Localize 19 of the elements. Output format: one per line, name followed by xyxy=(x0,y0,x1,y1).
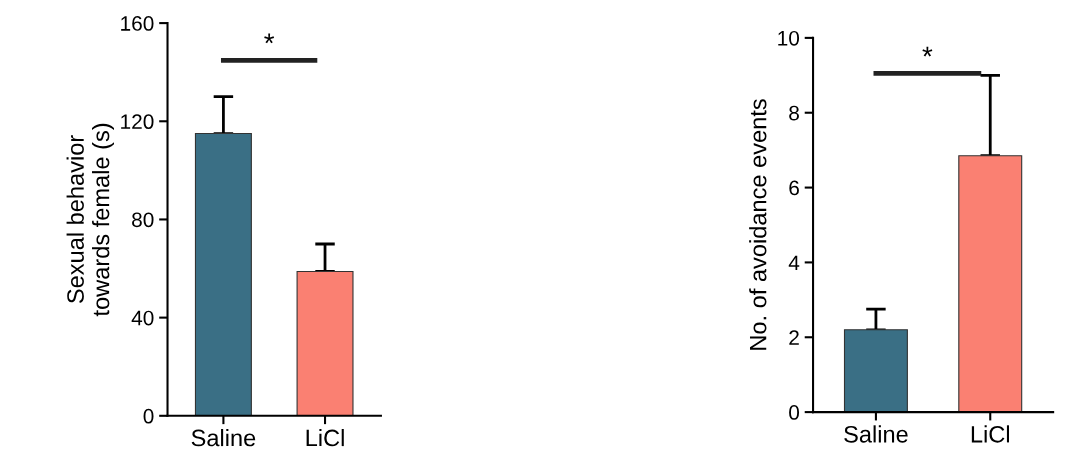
y-tick-label: 160 xyxy=(121,16,154,31)
y-tick-label: 8 xyxy=(789,105,799,121)
y-tick-label: 10 xyxy=(778,30,800,46)
y-tick-label: 6 xyxy=(789,180,799,196)
y-tick-label: 2 xyxy=(789,330,799,345)
y-tick-label: 4 xyxy=(788,255,800,270)
x-tick-label: LiCl xyxy=(306,428,344,447)
y-tick-label: 120 xyxy=(121,114,154,130)
y-tick-label: 40 xyxy=(131,310,154,326)
y-tick-label: 80 xyxy=(132,212,154,228)
x-tick-label: LiCl xyxy=(971,425,1010,443)
annotation: * xyxy=(922,46,933,57)
y-axis-title: Sexual behavior towards female (s) xyxy=(66,123,114,317)
annotation: * xyxy=(264,33,275,44)
y-tick-label: 0 xyxy=(789,405,800,420)
y-axis-title: No. of avoidance events xyxy=(749,99,767,350)
y-tick-label: 0 xyxy=(143,408,154,424)
x-tick-label: Saline xyxy=(844,425,908,443)
x-tick-label: Saline xyxy=(191,428,256,447)
